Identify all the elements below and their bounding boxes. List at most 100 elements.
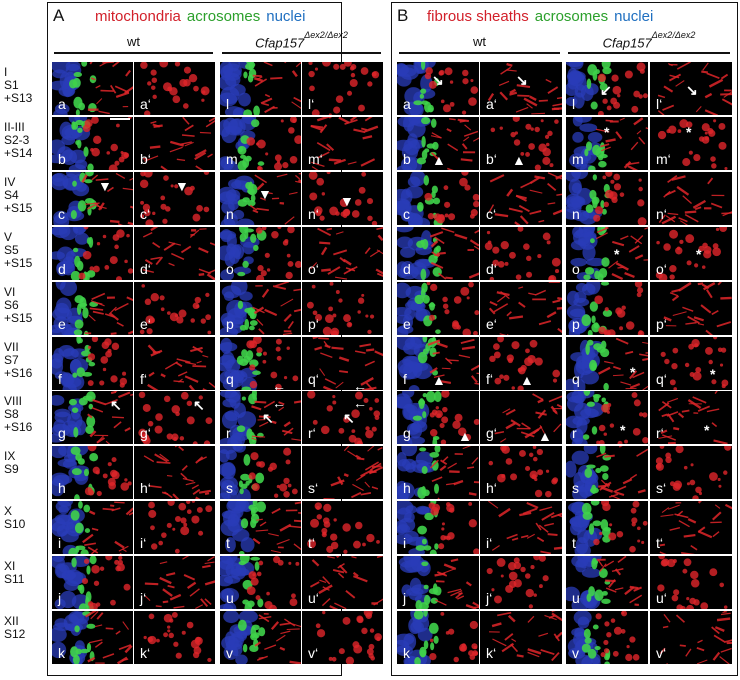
panel-label: u‘	[656, 590, 667, 607]
arrow-marker: ↖	[110, 397, 122, 413]
micrograph-panel: t	[220, 501, 301, 555]
micrograph-image	[397, 556, 479, 610]
micrograph-image	[220, 556, 301, 610]
genotype-label: Cfap157	[602, 35, 652, 51]
panel-label: u‘	[308, 590, 319, 607]
micrograph-image	[650, 336, 732, 390]
micrograph-image	[52, 446, 133, 500]
micrograph-panel: f	[397, 336, 479, 390]
micrograph-panel: i‘	[134, 501, 215, 555]
micrograph-image	[397, 501, 479, 555]
micrograph-image	[480, 501, 562, 555]
micrograph-image	[302, 226, 383, 280]
micrograph-panel: d‘	[134, 226, 215, 280]
genotype-underline	[222, 52, 381, 54]
stage-label: X S10	[4, 504, 26, 532]
arrow-marker: ←	[353, 378, 367, 394]
panel-label: j	[58, 590, 62, 607]
arrow-marker: ↘	[686, 82, 698, 98]
panel-label: f	[58, 370, 62, 387]
asterisk-marker: *	[630, 364, 636, 380]
arrowhead-marker: ▼	[175, 178, 189, 194]
micrograph-image	[302, 171, 383, 225]
micrograph-image	[52, 556, 133, 610]
micrograph-image	[480, 116, 562, 170]
micrograph-panel: m	[566, 116, 648, 170]
panel-label: e‘	[140, 315, 151, 332]
stage-label: VIII S8 +S16	[4, 394, 33, 435]
panel-label: k	[58, 645, 65, 661]
micrograph-panel: o‘	[302, 226, 383, 280]
panel-label: j	[403, 590, 407, 607]
panel-label: n	[572, 205, 580, 222]
micrograph-panel: d	[52, 226, 133, 280]
legend-entry: fibrous sheaths	[427, 8, 529, 25]
panel-label: a	[403, 96, 411, 112]
asterisk-marker: *	[696, 246, 702, 262]
micrograph-panel: a	[52, 62, 133, 115]
micrograph-panel: a‘	[480, 62, 562, 115]
genotype-header: wt	[52, 34, 215, 49]
micrograph-panel: t	[566, 501, 648, 555]
panel-label: g	[58, 425, 66, 442]
micrograph-image	[480, 336, 562, 390]
panel-label: g‘	[486, 425, 497, 442]
micrograph-image	[52, 611, 133, 664]
micrograph-image	[480, 391, 562, 445]
arrowhead-marker: ▲	[512, 152, 526, 168]
panel-letter: A	[53, 6, 65, 25]
micrograph-image	[650, 611, 732, 664]
micrograph-panel: j‘	[480, 556, 562, 610]
panel-letter: B	[397, 6, 409, 25]
micrograph-panel: u‘	[650, 556, 732, 610]
micrograph-panel: l‘	[302, 62, 383, 115]
genotype-label: wt	[473, 34, 486, 49]
micrograph-panel: c	[52, 171, 133, 225]
panel-label: q	[572, 370, 580, 387]
panel-label: o‘	[656, 260, 667, 277]
legend-entry: nuclei	[614, 8, 654, 25]
genotype-superscript: Δex2/Δex2	[304, 30, 348, 40]
panel-label: i	[58, 535, 62, 552]
micrograph-panel: l‘	[650, 62, 732, 115]
panel-label: i‘	[486, 535, 493, 552]
panel-label: v‘	[308, 645, 319, 661]
arrow-marker: ↙	[600, 82, 612, 98]
micrograph-panel: s‘	[650, 446, 732, 500]
stage-label: XII S12	[4, 614, 26, 641]
micrograph-image	[650, 281, 732, 335]
stage-label: VII S7 +S16	[4, 339, 33, 380]
asterisk-marker: *	[604, 124, 610, 140]
micrograph-panel: g	[52, 391, 133, 445]
panel-label: b‘	[140, 150, 151, 167]
panel-label: s‘	[656, 480, 667, 497]
micrograph-panel: m‘	[650, 116, 732, 170]
micrograph-image	[220, 281, 301, 335]
panel-label: m‘	[308, 150, 323, 167]
micrograph-image	[220, 611, 301, 664]
micrograph-panel: p	[566, 281, 648, 335]
arrowhead-marker: ▼	[340, 193, 354, 209]
micrograph-panel: h	[397, 446, 479, 500]
micrograph-panel: e‘	[480, 281, 562, 335]
panel-label: t	[572, 535, 576, 552]
panel-label: u	[572, 590, 580, 607]
micrograph-panel: v	[220, 611, 301, 664]
micrograph-image	[52, 336, 133, 390]
micrograph-image	[134, 281, 215, 335]
panel-label: p‘	[656, 315, 667, 332]
micrograph-image	[480, 556, 562, 610]
micrograph-panel: p‘	[302, 281, 383, 335]
micrograph-image	[397, 611, 479, 664]
micrograph-image	[220, 501, 301, 555]
panel-label: r	[226, 425, 231, 442]
micrograph-image	[220, 171, 301, 225]
micrograph-image	[302, 611, 383, 664]
arrowhead-marker: ▼	[98, 178, 112, 194]
micrograph-image	[566, 391, 648, 445]
micrograph-panel: r‘	[650, 391, 732, 445]
panel-label: f‘	[140, 370, 147, 387]
micrograph-panel: s‘	[302, 446, 383, 500]
micrograph-panel: o	[220, 226, 301, 280]
micrograph-panel: g‘	[134, 391, 215, 445]
